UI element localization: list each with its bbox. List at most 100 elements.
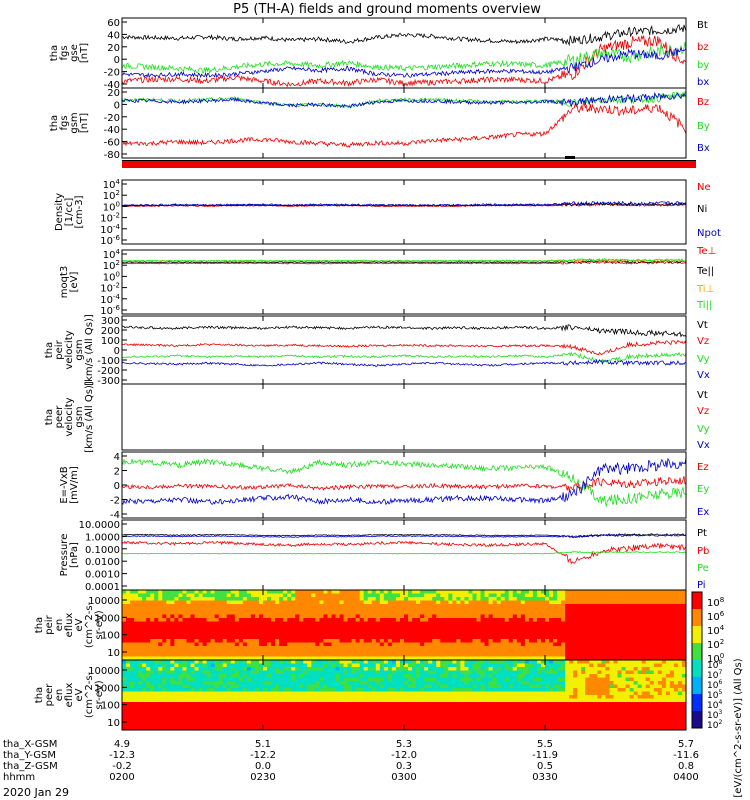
spectrogram-cell bbox=[206, 726, 212, 731]
spectrogram-cell bbox=[528, 625, 534, 629]
spectrogram-cell bbox=[476, 628, 481, 633]
spectrogram-cell bbox=[565, 614, 570, 619]
spectrogram-cell bbox=[432, 691, 437, 696]
spectrogram-cell bbox=[585, 597, 590, 601]
spectrogram-cell bbox=[448, 618, 453, 622]
spectrogram-cell bbox=[488, 698, 494, 703]
spectrogram-cell bbox=[230, 642, 236, 647]
spectrogram-cell bbox=[198, 600, 203, 605]
spectrogram-cell bbox=[605, 593, 610, 598]
spectrogram-cell bbox=[375, 639, 381, 643]
spectrogram-cell bbox=[520, 590, 526, 594]
spectrogram-cell bbox=[218, 663, 224, 668]
spectrogram-cell bbox=[222, 597, 228, 601]
spectrogram-cell bbox=[271, 632, 276, 636]
spectrogram-cell bbox=[198, 709, 203, 713]
spectrogram-cell bbox=[323, 691, 328, 696]
spectrogram-cell bbox=[335, 590, 340, 594]
spectrogram-cell bbox=[436, 635, 441, 640]
spectrogram-cell bbox=[440, 614, 445, 619]
spectrogram-cell bbox=[202, 726, 207, 731]
spectrogram-cell bbox=[315, 667, 320, 671]
spectrogram-cell bbox=[242, 632, 248, 636]
spectrogram-cell bbox=[383, 688, 389, 692]
spectrogram-cell bbox=[315, 726, 320, 731]
spectrogram-cell bbox=[613, 590, 618, 594]
ylabel-line: en bbox=[54, 619, 65, 632]
spectrogram-cell bbox=[504, 611, 510, 615]
legend-temperature-2: Ti⊥ bbox=[696, 284, 714, 295]
spectrogram-cell bbox=[416, 723, 421, 727]
spectrogram-cell bbox=[182, 705, 187, 710]
spectrogram-cell bbox=[190, 695, 195, 699]
spectrogram-cell bbox=[263, 705, 268, 710]
spectrogram-cell bbox=[315, 625, 320, 629]
spectrogram-cell bbox=[263, 716, 268, 720]
spectrogram-cell bbox=[363, 639, 369, 643]
spectrogram-cell bbox=[351, 681, 357, 685]
spectrogram-cell bbox=[605, 590, 610, 594]
spectrogram-cell bbox=[625, 621, 630, 626]
spectrogram-cell bbox=[399, 614, 405, 619]
spectrogram-cell bbox=[432, 726, 437, 731]
ytick-label: 0 bbox=[114, 346, 120, 357]
spectrogram-cell bbox=[351, 597, 357, 601]
spectrogram-cell bbox=[287, 593, 292, 598]
spectrogram-cell bbox=[190, 646, 195, 650]
spectrogram-cell bbox=[166, 667, 171, 671]
spectrogram-cell bbox=[206, 607, 212, 612]
spectrogram-cell bbox=[246, 705, 252, 710]
spectrogram-cell bbox=[408, 597, 413, 601]
spectrogram-cell bbox=[375, 702, 381, 706]
spectrogram-cell bbox=[242, 656, 248, 661]
spectrogram-cell bbox=[122, 674, 127, 678]
spectrogram-cell bbox=[222, 695, 228, 699]
spectrogram-cell bbox=[532, 632, 538, 636]
spectrogram-cell bbox=[432, 628, 437, 633]
spectrogram-cell bbox=[371, 688, 377, 692]
spectrogram-cell bbox=[605, 614, 610, 619]
spectrogram-cell bbox=[158, 663, 163, 668]
spectrogram-cell bbox=[130, 635, 135, 640]
spectrogram-cell bbox=[371, 607, 377, 612]
spectrogram-cell bbox=[355, 618, 361, 622]
spectrogram-cell bbox=[613, 611, 618, 615]
spectrogram-cell bbox=[661, 590, 667, 594]
spectrogram-cell bbox=[234, 625, 240, 629]
spectrogram-cell bbox=[162, 663, 167, 668]
spectrogram-cell bbox=[315, 604, 320, 608]
spectrogram-cell bbox=[420, 593, 425, 598]
spectrogram-cell bbox=[335, 663, 340, 668]
spectrogram-cell bbox=[331, 590, 336, 594]
spectrogram-cell bbox=[307, 691, 312, 696]
spectrogram-cell bbox=[444, 726, 449, 731]
spectrogram-cell bbox=[440, 719, 445, 724]
spectrogram-cell bbox=[130, 618, 135, 622]
spectrogram-cell bbox=[307, 695, 312, 699]
spectrogram-cell bbox=[367, 639, 373, 643]
spectrogram-cell bbox=[271, 639, 276, 643]
spectrogram-cell bbox=[468, 611, 473, 615]
spectrogram-cell bbox=[420, 667, 425, 671]
spectrogram-cell bbox=[613, 614, 618, 619]
spectrogram-cell bbox=[645, 593, 651, 598]
spectrogram-cell bbox=[250, 670, 256, 675]
spectrogram-cell bbox=[182, 723, 187, 727]
spectrogram-cell bbox=[420, 691, 425, 696]
spectrogram-cell bbox=[230, 663, 236, 668]
spectrogram-cell bbox=[271, 614, 276, 619]
spectrogram-cell bbox=[182, 642, 187, 647]
spectrogram-cell bbox=[267, 695, 272, 699]
spectrogram-cell bbox=[371, 593, 377, 598]
spectrogram-cell bbox=[444, 611, 449, 615]
spectrogram-cell bbox=[291, 653, 296, 657]
spectrogram-cell bbox=[464, 653, 469, 657]
spectrogram-cell bbox=[399, 593, 405, 598]
spectrogram-cell bbox=[190, 688, 195, 692]
spectrogram-cell bbox=[460, 726, 465, 731]
spectrogram-cell bbox=[202, 642, 207, 647]
spectrogram-cell bbox=[275, 639, 280, 643]
spectrogram-cell bbox=[158, 625, 163, 629]
spectrogram-cell bbox=[424, 628, 429, 633]
spectrogram-cell bbox=[367, 593, 373, 598]
